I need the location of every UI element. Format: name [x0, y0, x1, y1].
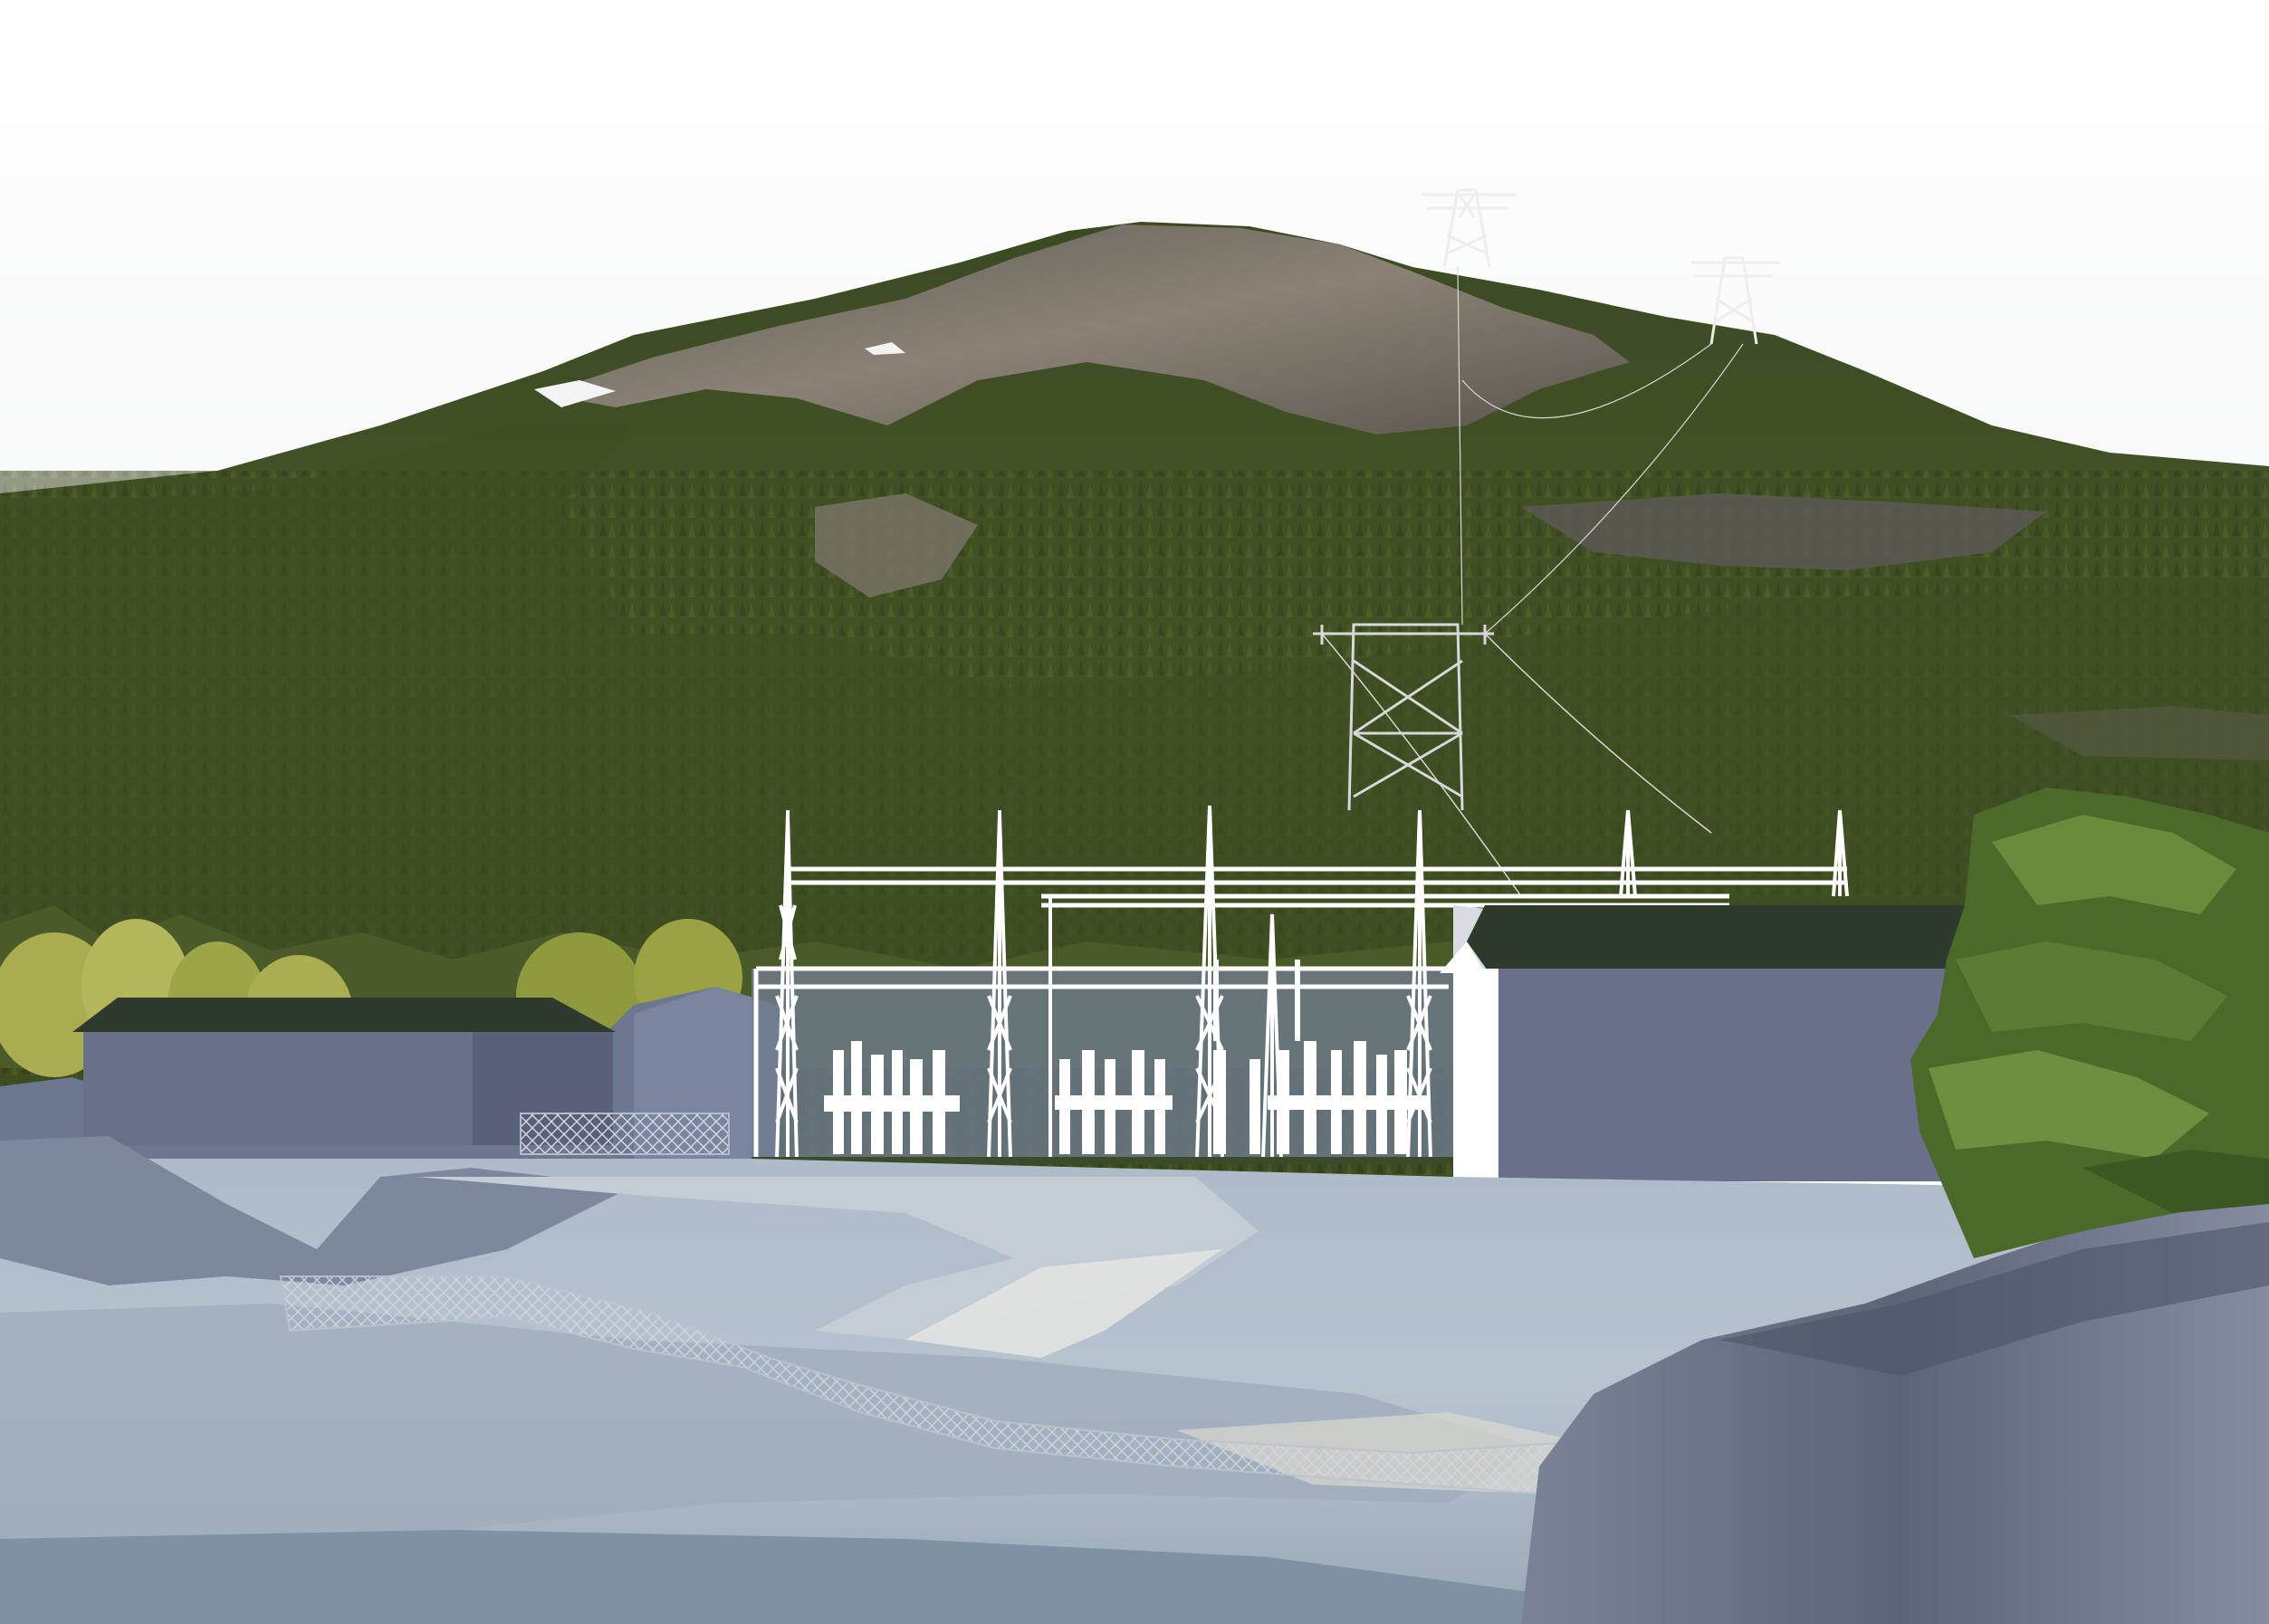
spruce-tree [1910, 788, 2269, 1258]
switchyard [752, 805, 1849, 1164]
left-building [72, 998, 730, 1155]
hilltop-pylons [1422, 188, 1779, 345]
right-mound [1521, 1195, 2269, 1624]
right-building [1440, 905, 2015, 1192]
mid-hill-pylon [1313, 266, 1744, 897]
switchgear [824, 960, 1431, 1154]
